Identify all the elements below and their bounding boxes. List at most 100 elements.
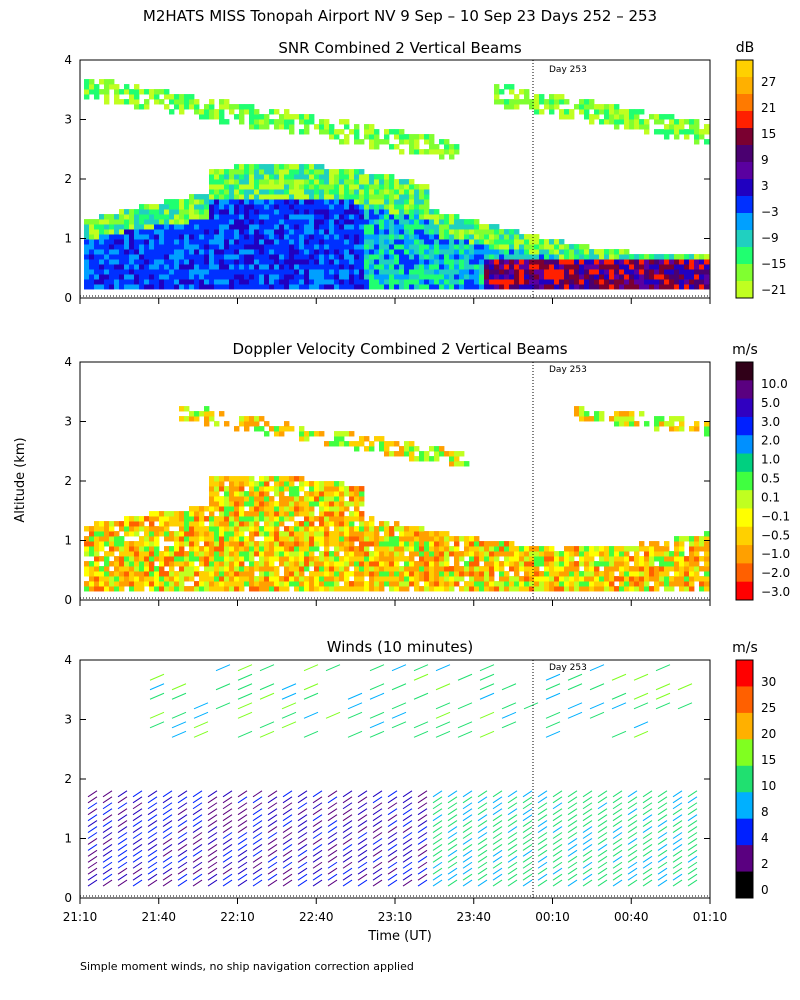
field-cell	[244, 224, 250, 230]
wind-barb	[687, 820, 698, 828]
field-cell	[494, 551, 500, 557]
field-cell	[429, 214, 435, 220]
field-cell	[629, 416, 635, 422]
field-cell	[454, 234, 460, 240]
wind-barb	[102, 790, 113, 798]
field-cell	[434, 264, 440, 270]
field-cell	[374, 134, 380, 140]
wind-barb	[387, 873, 398, 881]
field-cell	[229, 536, 235, 542]
field-cell	[694, 274, 700, 280]
field-cell	[414, 526, 420, 532]
field-cell	[164, 269, 170, 275]
field-cell	[584, 284, 590, 290]
field-cell	[599, 411, 605, 417]
field-cell	[364, 521, 370, 527]
wind-barb	[102, 814, 113, 822]
field-cell	[124, 556, 130, 562]
field-cell	[544, 556, 550, 562]
field-cell	[124, 576, 130, 582]
field-cell	[294, 204, 300, 210]
field-cell	[99, 536, 105, 542]
wind-barb	[357, 826, 368, 833]
wind-barb	[417, 843, 428, 851]
field-cell	[299, 164, 305, 170]
wind-barb	[447, 808, 458, 816]
wind-barb	[582, 820, 593, 828]
field-cell	[329, 189, 335, 195]
wind-barb	[612, 838, 623, 845]
field-cell	[614, 254, 620, 260]
field-cell	[334, 436, 340, 442]
wind-barb	[432, 808, 443, 816]
field-cell	[694, 566, 700, 572]
field-cell	[469, 274, 475, 280]
field-cell	[524, 244, 530, 250]
field-cell	[529, 546, 535, 552]
field-cell	[99, 546, 105, 552]
field-cell	[84, 264, 90, 270]
wind-barb	[162, 832, 173, 839]
field-cell	[489, 571, 495, 577]
field-cell	[294, 561, 300, 567]
wind-barb	[117, 814, 128, 822]
wind-barb	[567, 855, 578, 863]
field-cell	[329, 541, 335, 547]
wind-barb	[657, 826, 668, 833]
field-cell	[244, 229, 250, 235]
field-cell	[679, 586, 685, 592]
field-cell	[629, 274, 635, 280]
field-cell	[394, 269, 400, 275]
field-cell	[419, 566, 425, 572]
wind-barb	[657, 843, 668, 851]
field-cell	[229, 541, 235, 547]
field-cell	[279, 561, 285, 567]
field-cell	[244, 576, 250, 582]
field-cell	[579, 109, 585, 115]
field-cell	[104, 84, 110, 90]
wind-barb	[237, 838, 248, 845]
field-cell	[584, 249, 590, 255]
field-cell	[289, 546, 295, 552]
field-cell	[104, 551, 110, 557]
field-cell	[134, 209, 140, 215]
field-cell	[219, 486, 225, 492]
wind-barb	[462, 855, 473, 863]
field-cell	[504, 84, 510, 90]
field-cell	[349, 501, 355, 507]
field-cell	[269, 239, 275, 245]
field-cell	[624, 249, 630, 255]
field-cell	[309, 249, 315, 255]
field-cell	[144, 274, 150, 280]
field-cell	[289, 541, 295, 547]
field-cell	[319, 229, 325, 235]
wind-barb	[282, 838, 293, 845]
field-cell	[114, 581, 120, 587]
wind-barb	[342, 861, 353, 869]
field-cell	[579, 99, 585, 105]
field-cell	[304, 481, 310, 487]
wind-barb	[297, 814, 308, 822]
wind-barb	[207, 832, 218, 839]
field-cell	[524, 249, 530, 255]
field-cell	[499, 541, 505, 547]
wind-barb	[432, 826, 443, 833]
wind-barb	[432, 855, 443, 863]
field-cell	[179, 561, 185, 567]
field-cell	[409, 144, 415, 150]
field-cell	[319, 189, 325, 195]
field-cell	[314, 204, 320, 210]
field-cell	[249, 209, 255, 215]
field-cell	[204, 269, 210, 275]
wind-barb	[642, 826, 653, 833]
wind-barb	[657, 838, 668, 845]
field-cell	[394, 204, 400, 210]
field-cell	[294, 254, 300, 260]
wind-barb	[207, 814, 218, 822]
field-cell	[249, 114, 255, 120]
field-cell	[184, 521, 190, 527]
field-cell	[394, 441, 400, 447]
field-cell	[389, 229, 395, 235]
field-cell	[324, 279, 330, 285]
field-cell	[164, 279, 170, 285]
